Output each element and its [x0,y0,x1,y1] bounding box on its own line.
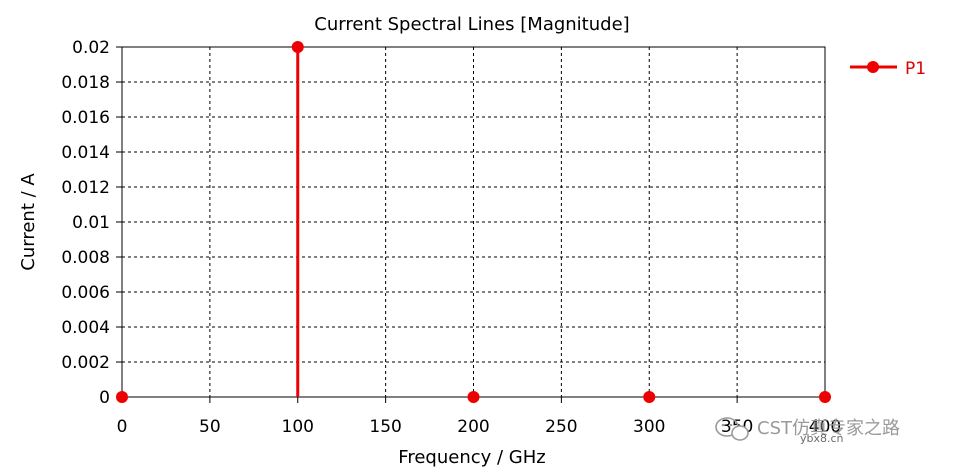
legend-marker [867,61,879,73]
x-tick-label: 300 [633,417,665,437]
x-axis-ticks: 050100150200250300350400 [117,397,841,437]
x-tick-label: 150 [369,417,401,437]
data-point[interactable] [819,391,831,403]
x-tick-label: 100 [282,417,314,437]
legend[interactable]: P1 [850,59,926,79]
y-tick-label: 0.012 [61,178,110,198]
grid-lines [122,47,825,397]
series-area [116,41,831,403]
legend-label-p1: P1 [905,59,926,79]
x-tick-label: 200 [457,417,489,437]
data-point[interactable] [467,391,480,403]
x-tick-label: 250 [545,417,577,437]
watermark-text: CST仿真专家之路 [757,418,900,439]
y-tick-label: 0.014 [61,143,110,163]
y-tick-label: 0.018 [61,73,110,93]
y-tick-label: 0.004 [61,318,110,338]
y-tick-label: 0.002 [61,353,110,373]
watermark: CST仿真专家之路 ybx8.cn [715,417,900,445]
wechat-icon [715,417,749,441]
y-tick-label: 0.008 [61,248,110,268]
x-tick-label: 0 [117,417,128,437]
watermark-sub: ybx8.cn [800,432,844,445]
y-axis-ticks: 0 0.002 0.004 0.006 0.008 0.01 0.012 0.014 0.016… [61,38,122,408]
data-point[interactable] [291,41,304,53]
y-tick-label: 0.016 [61,108,110,128]
data-point[interactable] [116,391,128,403]
y-tick-label: 0.006 [61,283,110,303]
x-tick-label: 50 [199,417,221,437]
y-axis-title: Current / A [18,173,39,271]
y-tick-label: 0.01 [72,213,110,233]
x-axis-title: Frequency / GHz [398,447,545,468]
chart-title: Current Spectral Lines [Magnitude] [314,14,629,35]
x-tick-label: 400 [809,417,841,437]
y-tick-label: 0 [99,388,110,408]
y-tick-label: 0.02 [72,38,110,58]
data-point[interactable] [643,391,656,403]
